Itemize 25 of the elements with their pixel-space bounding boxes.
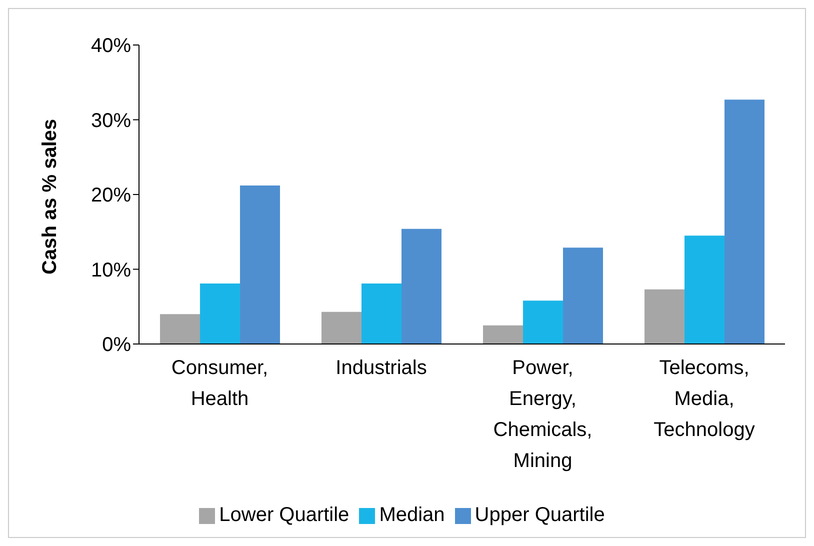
- bar: [562, 248, 603, 344]
- x-tick-label: Power, Energy, Chemicals, Mining: [493, 357, 592, 472]
- y-tick-label: 30%: [90, 110, 132, 132]
- y-tick-label: 10%: [90, 259, 132, 282]
- y-tick-label: 20%: [90, 184, 132, 207]
- bar: [401, 228, 442, 344]
- bar: [160, 314, 200, 344]
- y-tick-label: 0%: [102, 334, 132, 356]
- legend-label: Median: [379, 504, 445, 526]
- bar: [200, 283, 240, 344]
- bar: [321, 312, 362, 344]
- x-tick-label: Consumer, Health: [171, 357, 268, 410]
- bar: [522, 300, 563, 344]
- bar: [482, 325, 523, 344]
- bar: [240, 186, 280, 344]
- y-axis-title: Cash as % sales: [39, 118, 62, 274]
- bar: [361, 283, 402, 344]
- x-tick-label: Telecoms, Media, Technology: [654, 357, 755, 441]
- x-tick-label: Industrials: [336, 357, 427, 379]
- bar: [724, 100, 764, 344]
- legend-label: Lower Quartile: [219, 504, 350, 526]
- bar: [644, 289, 684, 344]
- y-tick-label: 40%: [90, 35, 132, 58]
- legend-label: Upper Quartile: [474, 504, 605, 526]
- bar: [684, 236, 724, 344]
